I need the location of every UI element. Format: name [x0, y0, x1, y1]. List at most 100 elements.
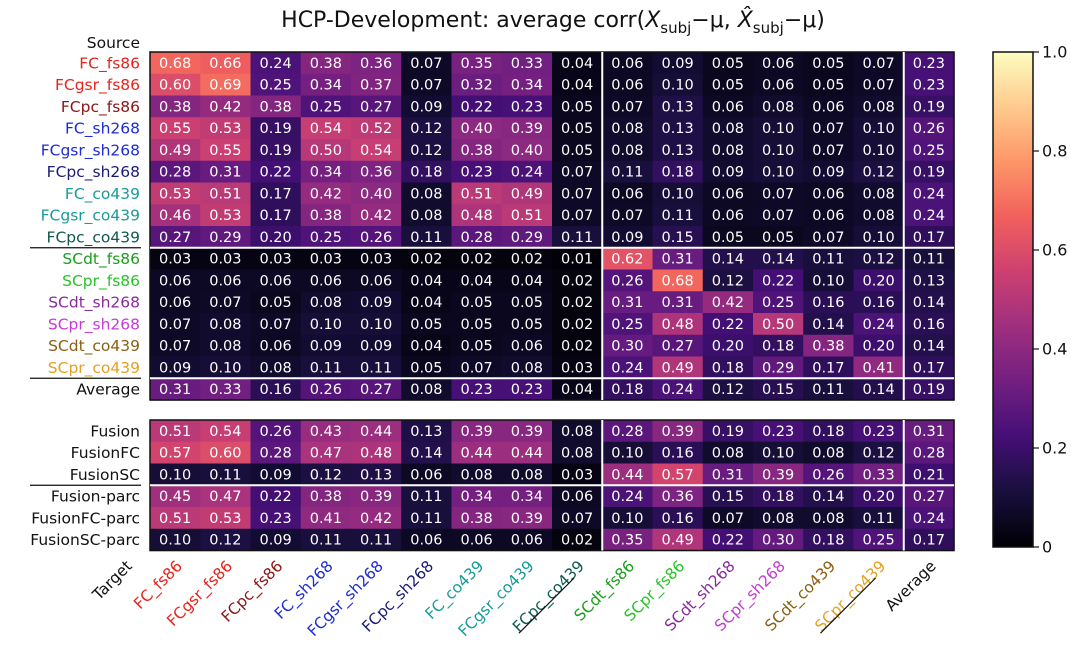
top-block-cell	[552, 139, 603, 162]
bottom-block-cell	[853, 485, 905, 508]
top-block-cell-value: 0.05	[712, 78, 744, 94]
top-block-cell	[401, 117, 453, 140]
top-block-cell	[451, 52, 503, 75]
bottom-block-cell-value: 0.08	[561, 446, 593, 462]
bottom-block-cell	[351, 507, 402, 530]
top-block-cell-value: 0.09	[611, 230, 643, 246]
top-block-cell	[903, 52, 955, 75]
top-block-cell	[300, 182, 352, 205]
bottom-block-cell-value: 0.28	[611, 424, 643, 440]
top-block-cell-value: 0.05	[762, 230, 794, 246]
top-block-cell	[803, 291, 855, 314]
top-block-cell	[652, 52, 704, 75]
top-block-cell	[501, 95, 553, 118]
top-block-cell	[351, 95, 402, 118]
bottom-block-cell-value: 0.30	[762, 533, 794, 549]
top-block-cell	[803, 356, 855, 379]
bottom-block-cell	[552, 441, 603, 465]
top-block-cell	[803, 182, 855, 205]
top-block-cell	[250, 182, 302, 205]
block-separators	[150, 52, 954, 551]
bottom-block-cell-value: 0.08	[812, 446, 844, 462]
column-labels: FC_fs86FCgsr_fs86FCpc_fs86FC_sh268FCgsr_…	[88, 557, 939, 641]
bottom-block-cell-value: 0.34	[460, 489, 492, 505]
top-block-cell	[552, 117, 603, 140]
top-block-cell	[552, 182, 603, 205]
bottom-block-cell-value: 0.51	[159, 424, 191, 440]
title-x-symbol: X	[644, 8, 661, 33]
top-block-cell-value: 0.51	[209, 186, 241, 202]
row-axis-label: Source	[87, 34, 140, 52]
top-block-cell-value: 0.60	[159, 78, 191, 94]
top-block-cell-value: 0.27	[661, 339, 693, 355]
top-block-cell	[300, 291, 352, 314]
top-block-cell-value: 0.33	[511, 56, 543, 72]
top-block-cell-value: 0.37	[360, 78, 392, 94]
top-block-cell	[903, 226, 955, 249]
bottom-block-cell	[300, 507, 352, 530]
top-block-cell	[300, 247, 352, 271]
top-block-cell	[250, 52, 302, 75]
top-block-cell	[250, 291, 302, 314]
top-block-cell	[903, 247, 955, 271]
bottom-block-cell	[351, 441, 402, 465]
top-block-cell-value: 0.06	[611, 186, 643, 202]
top-block-cell	[401, 269, 453, 292]
top-block-cell-value: 0.07	[259, 317, 291, 333]
top-block-cell	[300, 117, 352, 140]
top-block-cells: 0.68 0.66 0.24 0.38 0.36 0.07 0.35 0.33 0.04 0.06…	[149, 51, 955, 401]
top-block-cell	[501, 204, 553, 227]
bottom-block-cell-value: 0.34	[511, 489, 543, 505]
top-block-cell	[501, 313, 553, 336]
top-block-cell-value: 0.25	[762, 295, 794, 311]
top-block-cell	[853, 291, 905, 314]
top-block-cell	[652, 291, 704, 314]
bottom-block-cell	[200, 441, 252, 465]
top-block-cell-value: 0.07	[611, 208, 643, 224]
bottom-block-cell-value: 0.39	[661, 424, 693, 440]
bottom-block-cell	[150, 528, 201, 552]
top-block-cell-value: 0.18	[762, 339, 794, 355]
bottom-block-cell-value: 0.09	[259, 467, 291, 483]
bottom-block-cell-value: 0.51	[159, 511, 191, 527]
top-block-cell-value: 0.42	[712, 295, 744, 311]
bottom-block-cell	[250, 420, 302, 443]
bottom-block-cell-value: 0.18	[812, 424, 844, 440]
top-block-cell	[351, 139, 402, 162]
top-block-cell-value: 0.05	[712, 56, 744, 72]
top-block-cell-value: 0.03	[561, 360, 593, 376]
bottom-block-cells: 0.51 0.54 0.26 0.43 0.44 0.13 0.39 0.39 0.08 0.28…	[149, 419, 955, 552]
top-block-cell-value: 0.26	[360, 230, 392, 246]
top-block-cell-value: 0.29	[209, 230, 241, 246]
top-block-cell	[903, 73, 955, 97]
top-block-cell-value: 0.02	[460, 252, 492, 268]
top-block-cell	[652, 117, 704, 140]
top-block-cell-value: 0.07	[159, 339, 191, 355]
top-block-cell-value: 0.14	[812, 317, 844, 333]
bottom-block-cell	[351, 485, 402, 508]
top-block-cell	[753, 204, 804, 227]
top-block-cell	[602, 313, 654, 336]
top-block-cell	[351, 356, 402, 379]
top-block-cell-value: 0.05	[812, 56, 844, 72]
top-block-cell-value: 0.04	[410, 273, 442, 289]
top-block-cell-value: 0.10	[862, 143, 894, 159]
top-block-cell-value: 0.24	[913, 186, 945, 202]
top-block-cell-value: 0.17	[259, 208, 291, 224]
bottom-block-cell	[903, 420, 955, 443]
top-block-cell	[501, 334, 553, 358]
top-block-cell-value: 0.17	[812, 360, 844, 376]
bottom-block-cell-value: 0.39	[460, 424, 492, 440]
bottom-block-cell	[753, 528, 804, 552]
top-block-cell	[501, 378, 553, 401]
bottom-block-cell	[552, 420, 603, 443]
bottom-block-cell-value: 0.12	[862, 446, 894, 462]
top-block-cell-value: 0.31	[611, 295, 643, 311]
bottom-block-cell	[853, 463, 905, 486]
top-block-cell-value: 0.10	[661, 186, 693, 202]
top-block-cell-value: 0.08	[862, 208, 894, 224]
top-block-cell-value: 0.31	[661, 295, 693, 311]
top-block-cell-value: 0.05	[259, 295, 291, 311]
top-block-cell-value: 0.19	[259, 121, 291, 137]
top-block-cell	[803, 247, 855, 271]
